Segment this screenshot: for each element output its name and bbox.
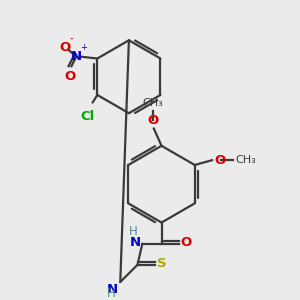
Text: O: O [147, 114, 158, 127]
Text: O: O [181, 236, 192, 249]
Text: O: O [214, 154, 225, 167]
Text: N: N [107, 283, 118, 296]
Text: O: O [59, 40, 70, 53]
Text: N: N [71, 50, 82, 63]
Text: S: S [157, 257, 166, 270]
Text: CH₃: CH₃ [235, 155, 256, 165]
Text: Cl: Cl [81, 110, 95, 123]
Text: H: H [107, 287, 116, 300]
Text: N: N [129, 236, 140, 249]
Text: +: + [80, 43, 87, 52]
Text: H: H [129, 225, 138, 238]
Text: O: O [64, 70, 75, 83]
Text: CH₃: CH₃ [142, 98, 163, 108]
Text: -: - [70, 33, 73, 43]
